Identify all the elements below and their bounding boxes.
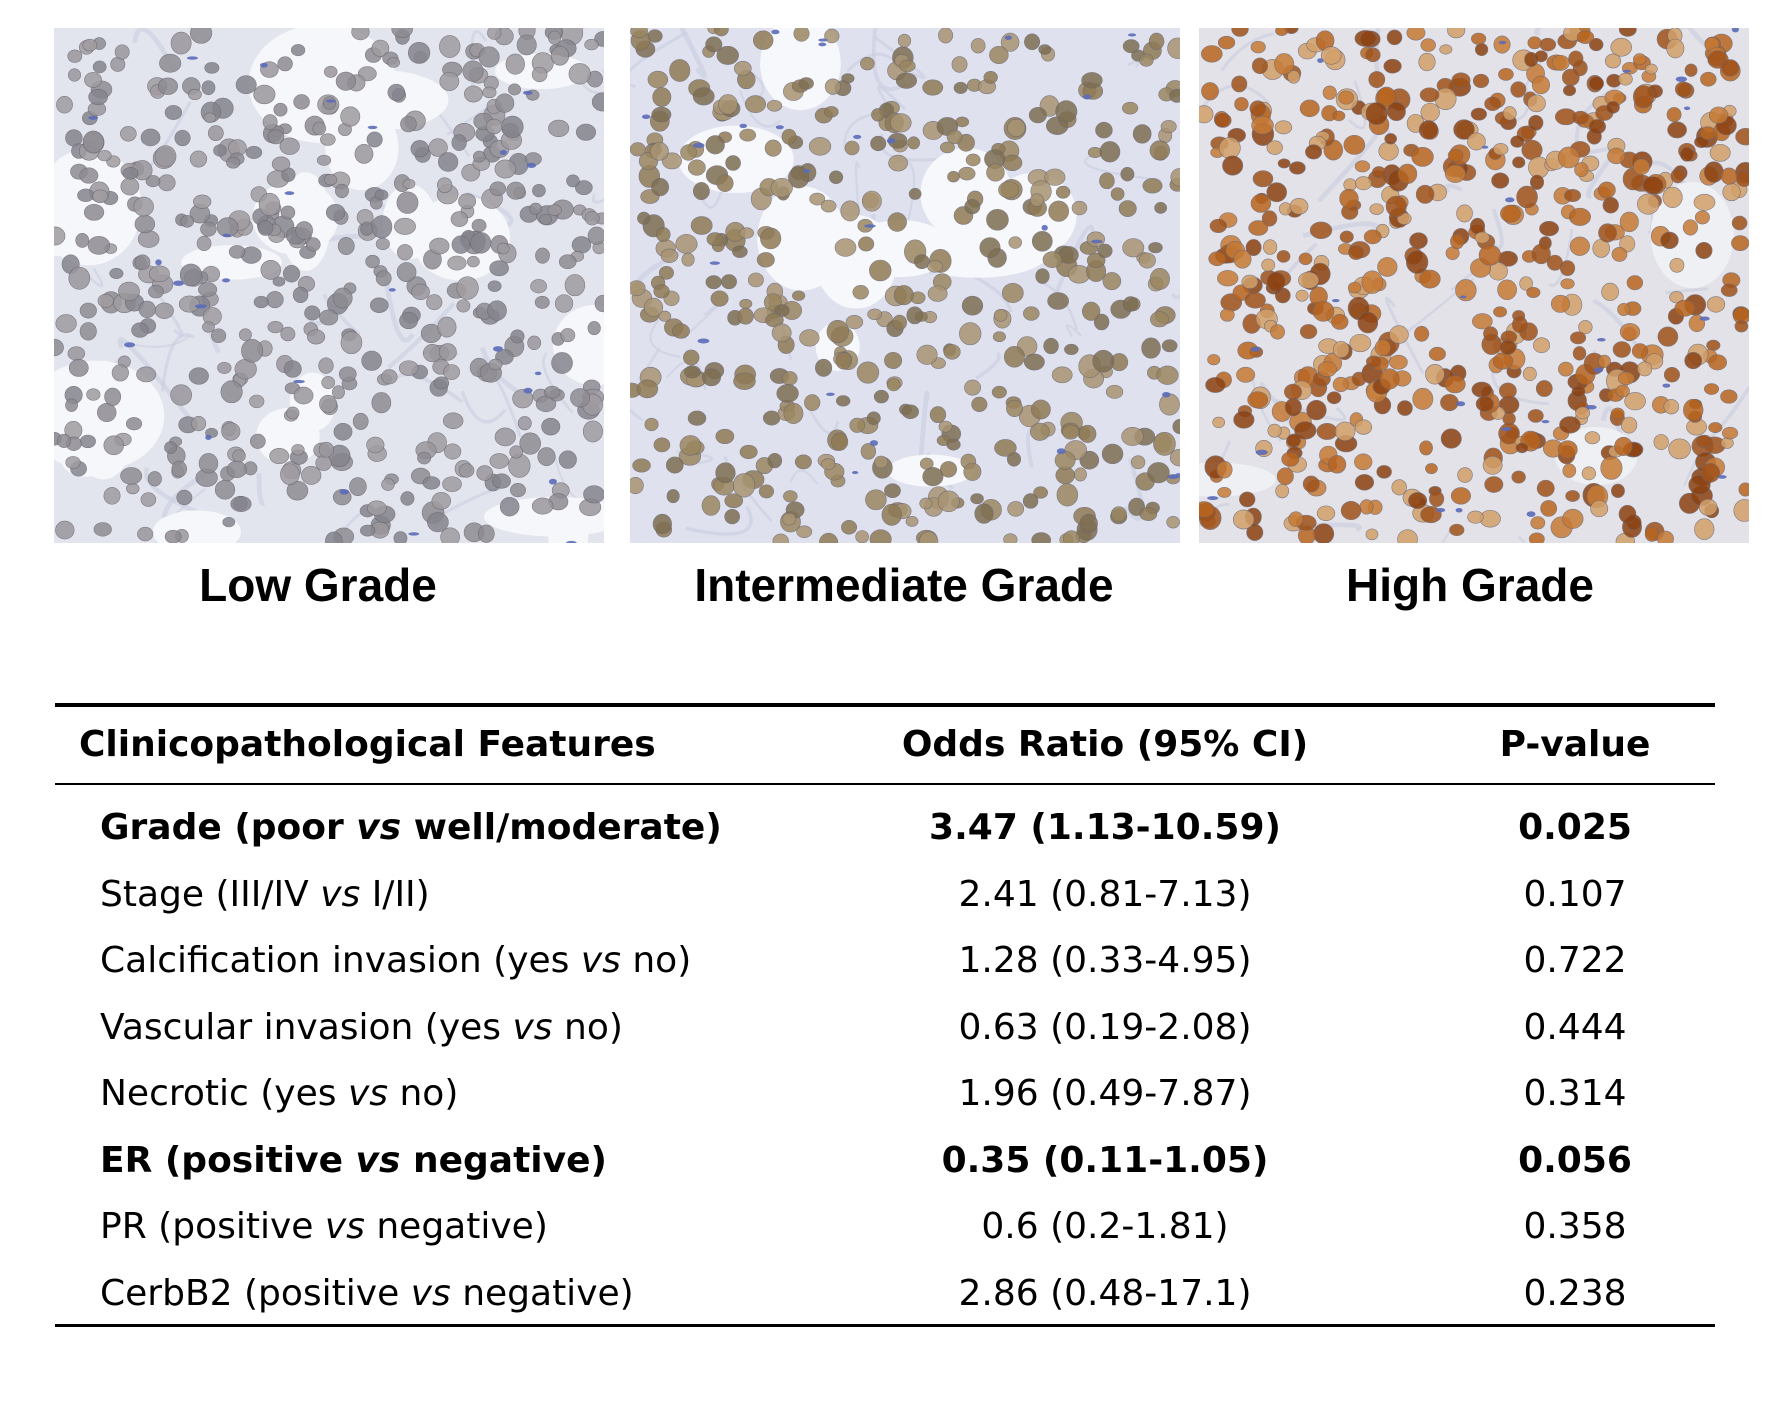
odds-ratio-cell: 2.41 (0.81-7.13): [958, 873, 1252, 915]
feature-text-end: I/II): [360, 873, 430, 915]
vs-text: vs: [410, 1272, 451, 1314]
micrograph-texture: [54, 28, 604, 543]
feature-cell: ER (positive vs negative): [100, 1128, 607, 1195]
feature-text-end: well/moderate): [401, 807, 722, 848]
p-value-cell: 0.238: [1523, 1272, 1627, 1314]
feature-text: Calcification invasion (yes: [100, 940, 581, 981]
p-value-cell: 0.025: [1518, 807, 1632, 848]
feature-cell: Necrotic (yes vs no): [100, 1061, 458, 1128]
table-row: Grade (poor vs well/moderate) 3.47 (1.13-…: [55, 795, 1715, 862]
feature-text: ER (positive: [100, 1139, 356, 1181]
table-row: Stage (III/IV vs I/II) 2.41 (0.81-7.13) 0.…: [55, 862, 1715, 929]
feature-text-end: negative): [400, 1139, 607, 1181]
feature-text: Necrotic (yes: [100, 1073, 348, 1114]
vs-text: vs: [324, 1206, 365, 1247]
micrograph-texture: [630, 28, 1180, 543]
table-top-rule: [55, 703, 1715, 707]
table-header-rule: [55, 783, 1715, 785]
p-value-cell: 0.314: [1523, 1073, 1627, 1114]
odds-ratio-cell: 0.63 (0.19-2.08): [958, 1006, 1252, 1048]
micrograph-high-grade: [1199, 28, 1749, 543]
vs-text: vs: [580, 940, 621, 981]
feature-text-end: negative): [450, 1272, 634, 1314]
table-row: CerbB2 (positive vs negative) 2.86 (0.48-…: [55, 1261, 1715, 1328]
p-value-cell: 0.358: [1523, 1206, 1627, 1247]
table-row: Vascular invasion (yes vs no) 0.63 (0.19-…: [55, 995, 1715, 1062]
table-row: Calcification invasion (yes vs no) 1.28 (…: [55, 928, 1715, 995]
table-body: Grade (poor vs well/moderate) 3.47 (1.13-…: [55, 795, 1715, 1327]
table-row: PR (positive vs negative) 0.6 (0.2-1.81) 0…: [55, 1194, 1715, 1261]
p-value-cell: 0.107: [1523, 873, 1627, 915]
caption-high-grade: High Grade: [1346, 559, 1594, 611]
p-value-cell: 0.722: [1523, 940, 1627, 981]
feature-text-end: negative): [364, 1206, 548, 1247]
feature-cell: Grade (poor vs well/moderate): [100, 795, 722, 862]
feature-text: PR (positive: [100, 1206, 325, 1247]
odds-ratio-cell: 2.86 (0.48-17.1): [958, 1272, 1252, 1314]
header-p-value: P-value: [1499, 724, 1651, 765]
vs-text: vs: [356, 807, 402, 848]
odds-ratio-cell: 1.28 (0.33-4.95): [958, 940, 1252, 981]
micrograph-texture: [1199, 28, 1749, 543]
vs-text: vs: [347, 1073, 389, 1114]
micrograph-intermediate-grade: [630, 28, 1180, 543]
odds-ratio-cell: 0.35 (0.11-1.05): [941, 1139, 1269, 1181]
feature-cell: CerbB2 (positive vs negative): [100, 1261, 634, 1328]
feature-text: Stage (III/IV: [100, 873, 321, 915]
feature-text-end: no): [388, 1073, 459, 1114]
odds-ratio-cell: 0.6 (0.2-1.81): [981, 1206, 1229, 1247]
feature-cell: PR (positive vs negative): [100, 1194, 548, 1261]
vs-text: vs: [320, 873, 361, 915]
micrograph-panels: Low Grade Intermediate Grade High Grade: [0, 0, 1772, 640]
feature-cell: Calcification invasion (yes vs no): [100, 928, 691, 995]
feature-text-end: no): [552, 1006, 623, 1048]
table-bottom-rule: [55, 1324, 1715, 1327]
odds-ratio-cell: 3.47 (1.13-10.59): [929, 807, 1281, 848]
vs-text: vs: [512, 1006, 553, 1048]
caption-intermediate-grade: Intermediate Grade: [694, 559, 1114, 611]
feature-cell: Stage (III/IV vs I/II): [100, 862, 430, 929]
feature-text: CerbB2 (positive: [100, 1272, 411, 1314]
p-value-cell: 0.444: [1523, 1006, 1627, 1048]
header-features: Clinicopathological Features: [79, 724, 656, 765]
table-row: Necrotic (yes vs no) 1.96 (0.49-7.87) 0.31…: [55, 1061, 1715, 1128]
feature-text: Grade (poor: [100, 807, 357, 848]
p-value-cell: 0.056: [1518, 1139, 1632, 1181]
feature-text: Vascular invasion (yes: [100, 1006, 513, 1048]
feature-text-end: no): [620, 940, 692, 981]
feature-cell: Vascular invasion (yes vs no): [100, 995, 623, 1062]
micrograph-low-grade: [54, 28, 604, 543]
header-odds-ratio: Odds Ratio (95% CI): [901, 724, 1309, 765]
vs-text: vs: [355, 1139, 401, 1181]
caption-low-grade: Low Grade: [199, 559, 437, 611]
odds-ratio-cell: 1.96 (0.49-7.87): [958, 1073, 1252, 1114]
table-row: ER (positive vs negative) 0.35 (0.11-1.05…: [55, 1128, 1715, 1195]
